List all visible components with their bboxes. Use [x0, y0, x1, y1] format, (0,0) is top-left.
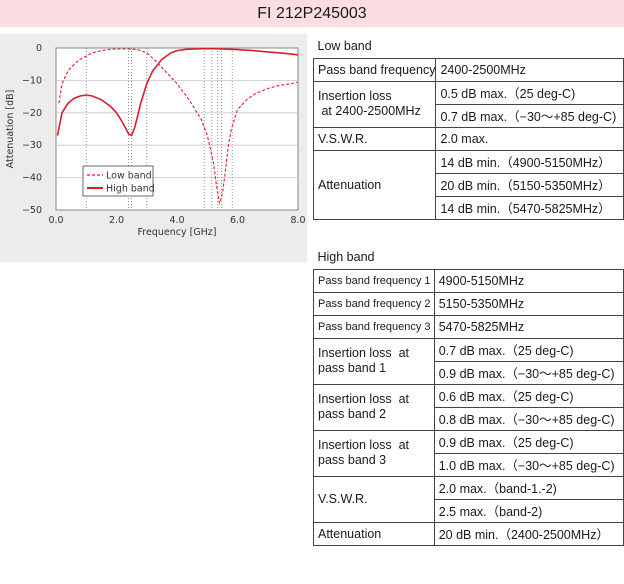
pass-band-2-label: Pass band frequency 2	[313, 291, 435, 316]
pass-band-value: 2400-2500MHz	[435, 57, 624, 82]
label-line2: pass band 2	[318, 407, 387, 421]
legend-box	[82, 165, 154, 197]
insertion-loss-3-value: 0.9 dB max.（25 deg-C)	[433, 429, 624, 454]
legend-label: High band	[106, 184, 155, 195]
series-line-high-band	[56, 47, 299, 137]
pass-band-2-value: 5150-5350MHz	[433, 291, 624, 316]
low-band-header: Low band	[317, 39, 372, 54]
pass-band-3-label: Pass band frequency 3	[313, 314, 435, 339]
y-tick-label: −10	[22, 75, 42, 86]
pass-band-1-label: Pass band frequency 1	[313, 268, 435, 293]
y-axis-label: Attenuation [dB]	[5, 90, 16, 169]
x-tick-label: 4.0	[169, 215, 184, 226]
insertion-loss-2-label: Insertion loss at pass band 2	[313, 383, 435, 431]
pass-band-1-value: 4900-5150MHz	[433, 268, 624, 293]
insertion-loss-2-value: 0.8 dB max.（−30～+85 deg-C)	[433, 406, 624, 431]
x-tick-label: 0.0	[48, 215, 63, 226]
insertion-loss-label-line2: at 2400-2500MHz	[318, 104, 421, 118]
insertion-loss-value: 0.5 dB max.（25 deg-C)	[435, 80, 624, 105]
attenuation-value: 20 dB min.（5150-5350MHz）	[435, 172, 624, 197]
insertion-loss-1-value: 0.9 dB max.（−30～+85 deg-C)	[433, 360, 624, 385]
high-band-table: High band Pass band frequency 1 4900-515…	[313, 246, 624, 546]
attenuation-value: 14 dB min.（5470-5825MHz）	[435, 195, 624, 220]
x-tick-label: 8.0	[290, 215, 305, 226]
vswr-value: 2.0 max.	[435, 126, 624, 151]
y-tick-label: −30	[22, 140, 42, 151]
label-line1: Insertion loss at	[318, 346, 410, 360]
insertion-loss-3-label: Insertion loss at pass band 3	[313, 429, 435, 477]
y-tick-label: 0	[36, 43, 42, 54]
label-line1: Insertion loss at	[318, 438, 410, 452]
page-title: FI 212P245003	[0, 0, 624, 27]
insertion-loss-1-value: 0.7 dB max.（25 deg-C)	[433, 337, 624, 362]
attenuation-value: 14 dB min.（4900-5150MHz）	[435, 149, 624, 174]
label-line1: Insertion loss at	[318, 392, 410, 406]
chart-svg: 0.0 2.0 4.0 6.0 8.0 0 −10 −20 −30 −40 −50 Frequency…	[5, 43, 306, 238]
y-tick-label: −20	[22, 108, 42, 119]
y-tick-label: −50	[22, 205, 42, 216]
pass-band-label: Pass band frequency	[312, 57, 437, 82]
y-tick-label: −40	[22, 173, 42, 184]
insertion-loss-value: 0.7 dB max.（−30～+85 deg-C)	[435, 103, 624, 128]
high-vswr-value: 2.0 max.（band-1.-2)	[433, 475, 624, 500]
high-attenuation-value: 20 dB min.（2400-2500MHz）	[433, 521, 624, 546]
high-attenuation-label: Attenuation	[313, 521, 435, 546]
insertion-loss-label-line1: Insertion loss	[318, 89, 392, 103]
high-vswr-value: 2.5 max.（band-2)	[433, 498, 624, 523]
insertion-loss-label: Insertion loss at 2400-2500MHz	[312, 80, 437, 128]
insertion-loss-1-label: Insertion loss at pass band 1	[313, 337, 435, 385]
vswr-label: V.S.W.R.	[312, 126, 437, 151]
attenuation-chart: 0.0 2.0 4.0 6.0 8.0 0 −10 −20 −30 −40 −50 Frequency…	[0, 34, 307, 262]
label-line2: pass band 3	[318, 453, 387, 467]
x-tick-label: 2.0	[109, 215, 124, 226]
attenuation-label: Attenuation	[312, 149, 437, 220]
high-band-header: High band	[317, 250, 375, 265]
legend-label: Low band	[106, 171, 152, 182]
pass-band-3-value: 5470-5825MHz	[433, 314, 624, 339]
high-vswr-label: V.S.W.R.	[313, 475, 435, 523]
insertion-loss-3-value: 1.0 dB max.（−30～+85 deg-C)	[433, 452, 624, 477]
low-band-table: Low band Pass band frequency 2400-2500MH…	[312, 35, 624, 220]
x-axis-label: Frequency [GHz]	[137, 227, 216, 238]
insertion-loss-2-value: 0.6 dB max.（25 deg-C)	[433, 383, 624, 408]
x-tick-label: 6.0	[230, 215, 245, 226]
label-line2: pass band 1	[318, 361, 387, 375]
series-line-low-band	[58, 48, 299, 204]
